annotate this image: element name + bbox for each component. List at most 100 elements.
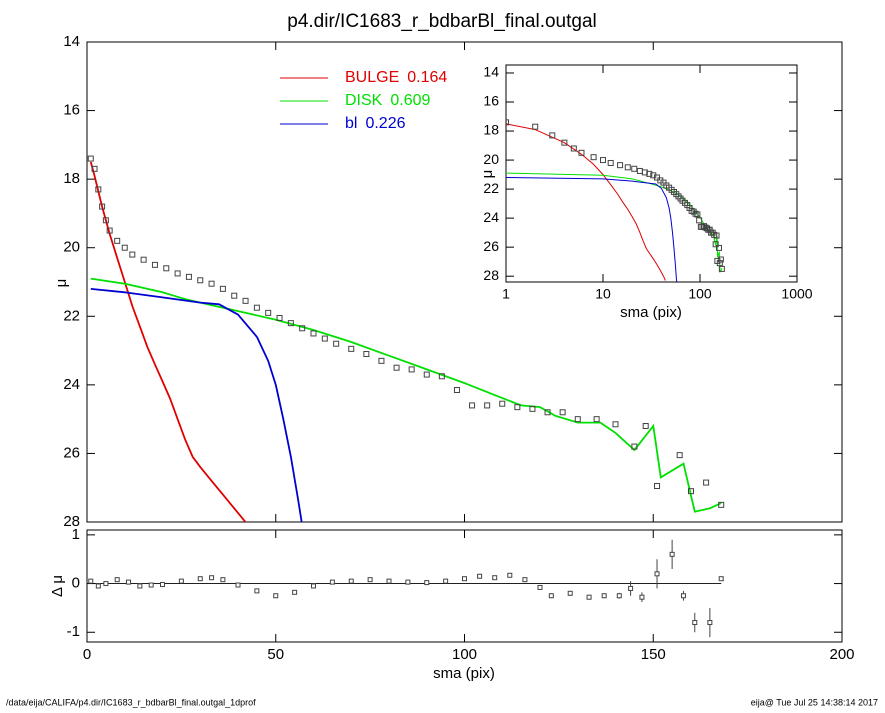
residual-point <box>492 575 498 581</box>
data-point <box>310 330 317 337</box>
y-tick-label: -1 <box>67 623 80 640</box>
y-tick-label: 22 <box>63 307 80 324</box>
data-point <box>438 373 445 380</box>
data-point <box>716 244 723 251</box>
data-point <box>299 325 306 332</box>
legend-label: bl 0.226 <box>345 115 406 132</box>
data-point <box>140 256 147 263</box>
data-point <box>703 479 710 486</box>
residual-point <box>586 594 592 600</box>
data-point <box>631 165 638 172</box>
data-point <box>570 145 577 152</box>
residual-point <box>329 579 335 585</box>
residual-point <box>386 578 392 584</box>
y-tick-label: 28 <box>483 267 499 283</box>
residual-point <box>522 577 528 583</box>
data-point <box>717 256 724 263</box>
residual-point <box>348 578 354 584</box>
residual-point <box>126 579 132 585</box>
data-point <box>348 345 355 352</box>
data-point <box>529 405 536 412</box>
data-point <box>631 443 638 450</box>
legend-fraction: 0.609 <box>390 92 430 109</box>
model-line <box>90 277 722 513</box>
data-point <box>694 211 701 218</box>
x-tick-label: 100 <box>452 646 477 663</box>
residual-point <box>178 578 184 584</box>
residual-point <box>311 583 316 589</box>
model-line <box>89 161 247 522</box>
y-tick-label: 14 <box>483 64 499 80</box>
residual-point <box>443 578 449 584</box>
data-point <box>718 501 725 508</box>
residual-point <box>367 577 373 583</box>
data-point <box>242 297 249 304</box>
legend-name: DISK <box>345 92 383 109</box>
y-axis-label: Δ μ <box>49 575 66 597</box>
residual-point <box>160 582 165 588</box>
legend-fraction: 0.164 <box>407 69 447 86</box>
y-tick-label: 18 <box>63 170 80 187</box>
residual-point <box>220 577 226 583</box>
data-point <box>607 159 614 166</box>
y-tick-label: 14 <box>63 33 80 50</box>
curves <box>87 155 725 522</box>
data-point <box>506 119 509 126</box>
residual-point <box>477 573 483 579</box>
residual-point <box>103 581 109 587</box>
residual-point <box>88 578 94 584</box>
residual-point <box>654 571 660 577</box>
residual-point <box>567 590 573 596</box>
data-point <box>276 315 283 321</box>
residual-point <box>616 593 622 599</box>
data-point <box>253 304 260 311</box>
data-point <box>151 261 158 268</box>
data-point <box>676 452 683 459</box>
data-point <box>642 423 649 429</box>
y-tick-label: 24 <box>63 376 80 393</box>
x-tick-label: 10 <box>595 286 611 302</box>
data-point <box>561 139 568 146</box>
legend-label: DISK 0.609 <box>345 92 430 109</box>
residual-point <box>148 582 154 588</box>
residual-point <box>680 593 686 599</box>
data-point <box>408 366 415 373</box>
y-tick-label: 26 <box>63 444 80 461</box>
data-point <box>469 402 476 409</box>
y-tick-label: 16 <box>63 102 80 119</box>
residuals <box>88 539 724 638</box>
data-point <box>578 149 585 156</box>
data-point <box>174 270 181 277</box>
y-tick-label: 20 <box>483 151 499 167</box>
x-tick-label: 200 <box>829 646 854 663</box>
residual-point <box>197 576 203 582</box>
y-tick-label: 1 <box>72 526 80 543</box>
data-point <box>231 292 238 299</box>
residual-point <box>95 583 101 589</box>
residual-point <box>628 585 634 591</box>
residual-point <box>669 551 675 557</box>
data-point <box>641 169 648 176</box>
residual-point <box>462 576 467 582</box>
footer-path: /data/eija/CALIFA/p4.dir/IC1683_r_bdbarB… <box>6 697 256 707</box>
x-tick-label: 150 <box>641 646 666 663</box>
y-tick-label: 18 <box>483 122 499 138</box>
residual-point <box>273 593 279 599</box>
data-point <box>713 232 720 239</box>
residual-point <box>507 572 513 578</box>
data-point <box>692 210 699 217</box>
x-tick-label: 0 <box>83 646 91 663</box>
data-point <box>114 237 121 244</box>
residual-point <box>137 583 143 589</box>
y-tick-label: 16 <box>483 93 499 109</box>
data-point <box>532 123 539 130</box>
x-axis-label: sma (pix) <box>620 304 682 321</box>
curves <box>506 119 725 282</box>
residual-point <box>114 577 120 583</box>
data-point <box>646 170 653 177</box>
x-tick-label: 50 <box>267 646 284 663</box>
residual-point <box>254 588 260 594</box>
data-point <box>499 400 506 407</box>
footer-stamp: eija@ Tue Jul 25 14:38:14 2017 <box>751 697 878 707</box>
